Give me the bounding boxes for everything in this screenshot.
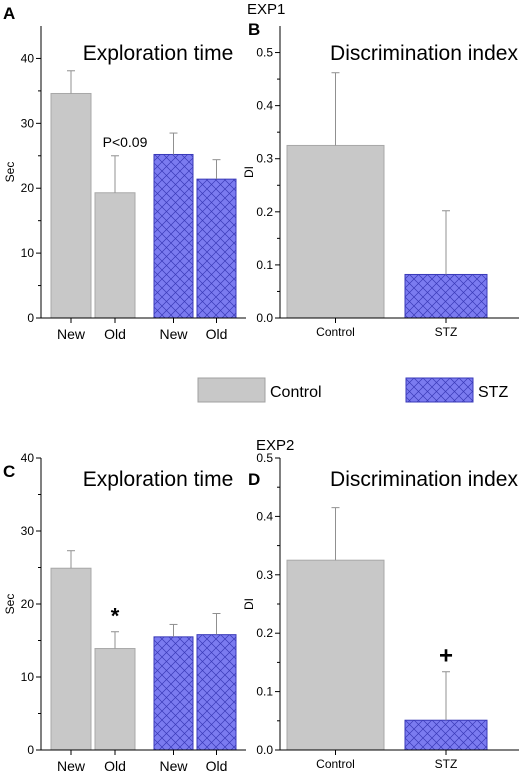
x-tick-label-d-1: Control: [316, 757, 355, 771]
bar-d-2: [404, 719, 488, 751]
chart-title-b: Discrimination index: [330, 42, 518, 65]
chart-panel-a: A Exploration time New Old New Old P<0.09 0 10 20…: [3, 4, 246, 342]
chart-title-a: Exploration time: [83, 42, 234, 65]
exp2-label: EXP2: [256, 437, 294, 454]
y-tick-label-a-1: 0: [27, 311, 34, 325]
y-tick-label-c-3: 20: [21, 597, 35, 611]
x-tick-label-c-2: Old: [104, 758, 126, 771]
y-tick-label-d-2: 0.1: [256, 685, 273, 699]
annotation-d-1: +: [439, 643, 453, 670]
chart-panel-c: C Exploration time New Old New Old * 0 10 20 30 40 S…: [3, 451, 246, 771]
y-tick-label-c-5: 40: [21, 451, 35, 465]
y-tick-label-b-5: 0.4: [256, 99, 273, 113]
legend-label-control: Control: [270, 384, 322, 401]
x-tick-label-a-1: New: [57, 326, 86, 342]
y-tick-label-b-6: 0.5: [256, 46, 273, 60]
bar-a-3: [153, 153, 194, 319]
panel-letter-c: C: [3, 462, 15, 481]
y-tick-label-a-5: 40: [21, 51, 35, 65]
x-tick-label-d-2: STZ: [435, 757, 458, 771]
legend-swatch-control: [197, 377, 266, 403]
y-tick-label-d-5: 0.4: [256, 509, 273, 523]
chart-panel-b: B Discrimination index Control STZ 0.0 0.1 0.2…: [242, 20, 519, 339]
y-tick-label-d-4: 0.3: [256, 568, 273, 582]
x-tick-label-c-4: Old: [206, 758, 228, 771]
legend-label-stz: STZ: [478, 384, 508, 401]
x-tick-label-b-2: STZ: [435, 325, 458, 339]
panel-letter-a: A: [3, 4, 15, 23]
legend: Control STZ: [197, 377, 508, 403]
bar-a-2: [94, 192, 136, 319]
y-tick-label-b-4: 0.3: [256, 152, 273, 166]
y-tick-label-d-1: 0.0: [256, 743, 273, 757]
y-tick-label-a-3: 20: [21, 181, 35, 195]
annotation-a-1: P<0.09: [103, 134, 148, 150]
chart-panel-d: D Discrimination index Control STZ +0.0 0.1 0.…: [242, 451, 519, 771]
bar-c-3: [153, 636, 194, 751]
y-axis-label-d: DI: [242, 598, 256, 610]
bar-a-1: [50, 92, 92, 319]
bar-d-1: [286, 559, 385, 751]
exp1-label: EXP1: [247, 1, 285, 18]
x-tick-label-a-3: New: [159, 326, 188, 342]
y-tick-label-b-1: 0.0: [256, 311, 273, 325]
x-tick-label-b-1: Control: [316, 325, 355, 339]
x-tick-label-c-1: New: [57, 758, 86, 771]
chart-title-c: Exploration time: [83, 468, 234, 491]
x-tick-label-a-4: Old: [206, 326, 228, 342]
y-tick-label-d-6: 0.5: [256, 451, 273, 465]
y-axis-label-a: Sec: [3, 162, 17, 183]
y-tick-label-c-1: 0: [27, 743, 34, 757]
bar-b-2: [404, 273, 488, 319]
y-tick-label-c-2: 10: [21, 670, 35, 684]
bar-c-1: [50, 567, 92, 751]
x-tick-label-a-2: Old: [104, 326, 126, 342]
y-tick-label-b-3: 0.2: [256, 205, 273, 219]
y-axis-label-b: DI: [242, 166, 256, 178]
legend-swatch-stz: [405, 377, 474, 403]
y-tick-label-a-4: 30: [21, 116, 35, 130]
annotation-c-1: *: [111, 604, 120, 629]
y-tick-label-c-4: 30: [21, 524, 35, 538]
chart-title-d: Discrimination index: [330, 468, 518, 491]
y-tick-label-a-2: 10: [21, 246, 35, 260]
panel-letter-b: B: [248, 20, 260, 39]
panel-letter-d: D: [248, 470, 260, 489]
y-tick-label-b-2: 0.1: [256, 258, 273, 272]
bar-b-1: [286, 144, 385, 319]
bar-a-4: [196, 178, 237, 319]
bar-c-4: [196, 634, 237, 751]
y-tick-label-d-3: 0.2: [256, 626, 273, 640]
y-axis-label-c: Sec: [3, 594, 17, 615]
x-tick-label-c-3: New: [159, 758, 188, 771]
bar-c-2: [94, 648, 136, 751]
